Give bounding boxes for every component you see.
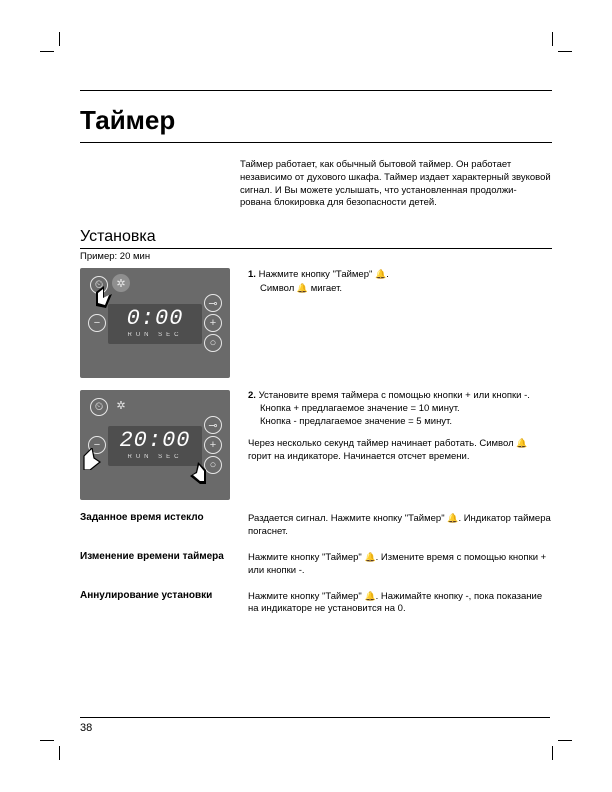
text-elapsed: Раздается сигнал. Нажмите кнопку "Таймер… [248,512,552,539]
bell-icon: 🔔 [375,269,386,279]
key-icon: ⊸ [204,294,222,312]
step-row-2: ⏲ ✲ − + ⊸ ○ 20:00 RUN SEC [80,390,552,500]
label-change: Изменение времени таймера [80,551,230,564]
display-screen: 0:00 RUN SEC [108,304,202,344]
bell-icon: 🔔 [447,513,458,523]
crop-mark [552,32,572,52]
bell-icon: 🔔 [297,283,308,293]
intro-text: Таймер работает, как обычный бытовой тай… [240,159,552,210]
bell-icon: 🔔 [364,552,375,562]
pointer-hand-icon [94,286,114,308]
row-elapsed: Заданное время истекло Раздается сигнал.… [80,512,552,539]
example-label: Пример: 20 мин [80,251,552,262]
pointer-hand-icon [188,462,208,484]
rule-top [80,90,552,91]
minus-button: − [88,314,106,332]
section-heading-setup: Установка [80,228,552,246]
bell-icon: 🔔 [364,591,375,601]
page-number: 38 [80,722,550,734]
plus-button: + [204,314,222,332]
page-footer: 38 [80,717,550,734]
control-panel-2: ⏲ ✲ − + ⊸ ○ 20:00 RUN SEC [80,390,230,500]
bell-icon: 🔔 [516,438,527,448]
step-2-text: 2. Установите время таймера с помощью кн… [248,390,552,463]
step-row-1: ⏲ ✲ − + ⊸ ○ 0:00 RUN SEC 1. Нажмите кноп… [80,268,552,378]
crop-mark [552,740,572,760]
text-change: Нажмите кнопку "Таймер" 🔔. Измените врем… [248,551,552,578]
rule-under-section [80,248,552,249]
aux-button: ○ [204,334,222,352]
step-1-text: 1. Нажмите кнопку "Таймер" 🔔. Символ 🔔 м… [248,268,552,296]
plus-button: + [204,436,222,454]
display-sub: RUN SEC [108,454,202,460]
label-cancel: Аннулирование установки [80,590,230,603]
crop-mark [40,32,60,52]
row-change: Изменение времени таймера Нажмите кнопку… [80,551,552,578]
row-cancel: Аннулирование установки Нажмите кнопку "… [80,590,552,617]
control-panel-1: ⏲ ✲ − + ⊸ ○ 0:00 RUN SEC [80,268,230,378]
page-title: Таймер [80,105,552,136]
display-sub: RUN SEC [108,332,202,338]
label-elapsed: Заданное время истекло [80,512,230,525]
display-time: 20:00 [108,426,202,456]
bell-icon: ✲ [112,396,130,414]
display-time: 0:00 [108,304,202,334]
rule-under-title [80,142,552,143]
clock-icon: ⏲ [90,398,108,416]
display-screen: 20:00 RUN SEC [108,426,202,466]
crop-mark [40,740,60,760]
rule-footer [80,717,550,718]
pointer-hand-icon [82,448,102,470]
key-icon: ⊸ [204,416,222,434]
bell-icon: ✲ [112,274,130,292]
text-cancel: Нажмите кнопку "Таймер" 🔔. Нажимайте кно… [248,590,552,617]
